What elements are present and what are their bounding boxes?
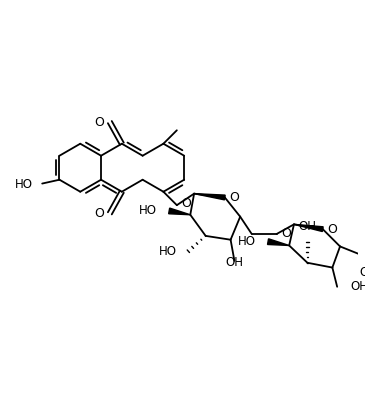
Text: OH: OH (360, 266, 365, 279)
Polygon shape (294, 224, 323, 232)
Text: O: O (94, 116, 104, 129)
Text: O: O (182, 197, 192, 210)
Text: O: O (230, 191, 239, 204)
Text: HO: HO (15, 178, 32, 191)
Text: O: O (94, 207, 104, 220)
Text: O: O (327, 223, 337, 236)
Text: OH: OH (226, 255, 243, 268)
Text: OH: OH (351, 280, 365, 293)
Text: HO: HO (139, 204, 157, 217)
Polygon shape (268, 239, 289, 245)
Polygon shape (169, 208, 190, 215)
Text: O: O (281, 227, 291, 240)
Text: HO: HO (159, 245, 177, 258)
Text: OH: OH (299, 220, 316, 233)
Polygon shape (194, 194, 225, 200)
Text: HO: HO (238, 235, 256, 248)
